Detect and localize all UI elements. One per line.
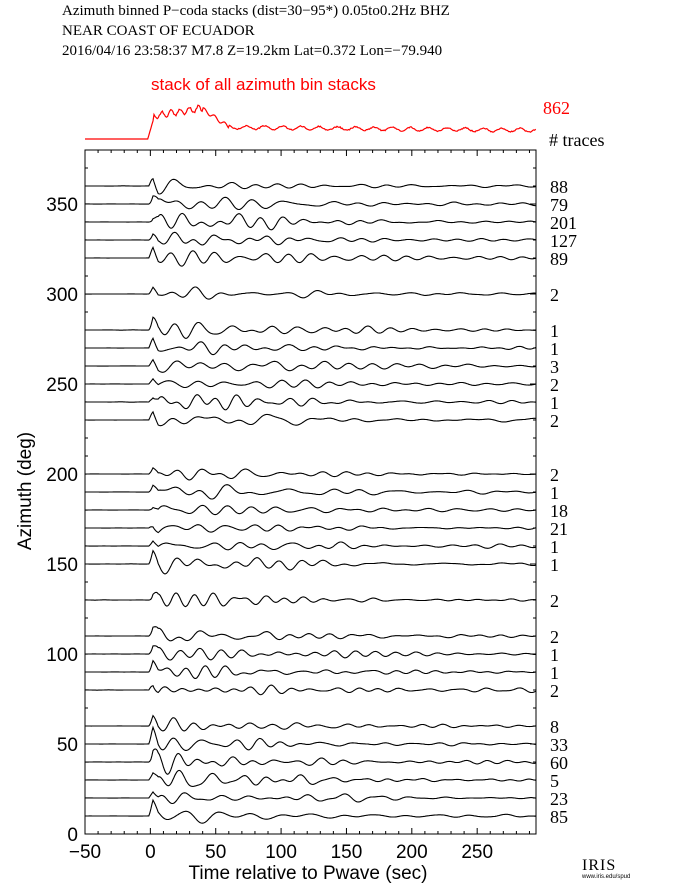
trace-count-label: 2 (550, 627, 559, 647)
trace-count-label: 1 (550, 663, 559, 683)
trace-line (85, 212, 536, 231)
trace-line (85, 231, 536, 246)
trace-count-label: 21 (550, 519, 568, 539)
trace-count-label: 2 (550, 681, 559, 701)
trace-line (85, 626, 536, 642)
trace-count-label: 2 (550, 375, 559, 395)
x-tick-label: 250 (461, 842, 493, 863)
trace-line (85, 504, 536, 516)
y-tick-label: 150 (46, 555, 78, 576)
trace-line (84, 484, 536, 500)
x-axis-label: Time relative to Pwave (sec) (189, 863, 428, 884)
trace-count-label: 1 (550, 555, 559, 575)
y-axis-label: Azimuth (deg) (15, 432, 36, 550)
trace-line (85, 524, 536, 534)
trace-line (85, 466, 536, 481)
trace-line (85, 769, 536, 787)
stack-count: 862 (543, 98, 570, 118)
trace-line (84, 377, 536, 389)
trace-line (85, 549, 536, 575)
y-tick-label: 300 (46, 285, 78, 306)
trace-line (85, 286, 536, 300)
x-tick-label: 200 (396, 842, 428, 863)
count-header: # traces (549, 130, 604, 150)
iris-logo: IRIS www.iris.edu/spud (582, 858, 632, 888)
trace-line (85, 246, 536, 267)
trace-line (85, 645, 536, 661)
trace-count-label: 201 (550, 213, 577, 233)
y-tick-label: 0 (67, 825, 78, 846)
trace-count-label: 3 (550, 357, 559, 377)
y-tick-label: 50 (57, 735, 78, 756)
trace-line (85, 394, 536, 411)
trace-line (85, 659, 536, 679)
trace-count-label: 8 (550, 717, 559, 737)
trace-line (85, 177, 536, 195)
trace-count-label: 2 (550, 591, 559, 611)
plot-frame (84, 149, 537, 835)
trace-count-label: 85 (550, 807, 568, 827)
stack-label: stack of all azimuth bin stacks (151, 75, 376, 94)
chart-header: Azimuth binned P−coda stacks (dist=30−95… (62, 1, 450, 61)
trace-count-label: 1 (550, 321, 559, 341)
trace-group (84, 177, 536, 824)
trace-count-label: 2 (550, 465, 559, 485)
iris-logo-text: IRIS (582, 857, 617, 874)
trace-count-label: 2 (550, 285, 559, 305)
trace-count-label: 127 (550, 231, 577, 251)
trace-line (85, 684, 536, 696)
y-tick-label: 100 (46, 645, 78, 666)
x-tick-label: 0 (145, 842, 156, 863)
trace-count-label: 18 (550, 501, 568, 521)
trace-line (85, 540, 536, 551)
header-line-3: 2016/04/16 23:58:37 M7.8 Z=19.2km Lat=0.… (62, 43, 443, 59)
stack-trace-line (85, 104, 537, 140)
trace-line (85, 591, 536, 608)
trace-count-label: 88 (550, 177, 568, 197)
trace-count-label: 1 (550, 537, 559, 557)
trace-count-label: 1 (550, 645, 559, 665)
trace-count-label: 23 (550, 789, 568, 809)
trace-count-label: 5 (550, 771, 559, 791)
stack-panel (85, 104, 537, 140)
x-tick-label: 50 (205, 842, 226, 863)
header-line-2: NEAR COAST OF ECUADOR (62, 23, 255, 39)
trace-line (85, 790, 536, 805)
iris-logo-subtext: www.iris.edu/spud (582, 874, 631, 880)
x-tick-label: 150 (331, 842, 363, 863)
trace-count-label: 1 (550, 393, 559, 413)
trace-line (85, 798, 536, 824)
trace-line (85, 410, 536, 427)
trace-count-label: 1 (550, 339, 559, 359)
trace-line (85, 714, 536, 732)
trace-count-label: 1 (550, 483, 559, 503)
trace-count-label: 89 (550, 249, 568, 269)
trace-count-label: 33 (550, 735, 568, 755)
trace-line (85, 195, 536, 211)
trace-line (85, 316, 536, 339)
header-line-1: Azimuth binned P−coda stacks (dist=30−95… (62, 3, 450, 19)
y-tick-label: 200 (46, 465, 78, 486)
y-tick-label: 250 (46, 375, 78, 396)
trace-count-labels: 8879201127892113212211821112211283360523… (550, 177, 577, 827)
trace-line (85, 748, 536, 775)
trace-line (85, 337, 536, 356)
trace-count-label: 2 (550, 411, 559, 431)
x-tick-label: 100 (265, 842, 297, 863)
trace-count-label: 60 (550, 753, 568, 773)
y-tick-label: 350 (46, 195, 78, 216)
trace-line (85, 725, 536, 751)
x-tick-label: −50 (69, 842, 101, 863)
trace-line (85, 358, 536, 373)
trace-count-label: 79 (550, 195, 568, 215)
